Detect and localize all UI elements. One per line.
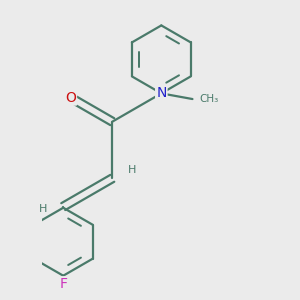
Text: F: F (59, 277, 67, 291)
Text: H: H (39, 205, 48, 214)
Text: CH₃: CH₃ (199, 94, 218, 104)
Text: O: O (65, 91, 76, 105)
Text: N: N (156, 86, 166, 100)
Text: H: H (128, 165, 136, 175)
